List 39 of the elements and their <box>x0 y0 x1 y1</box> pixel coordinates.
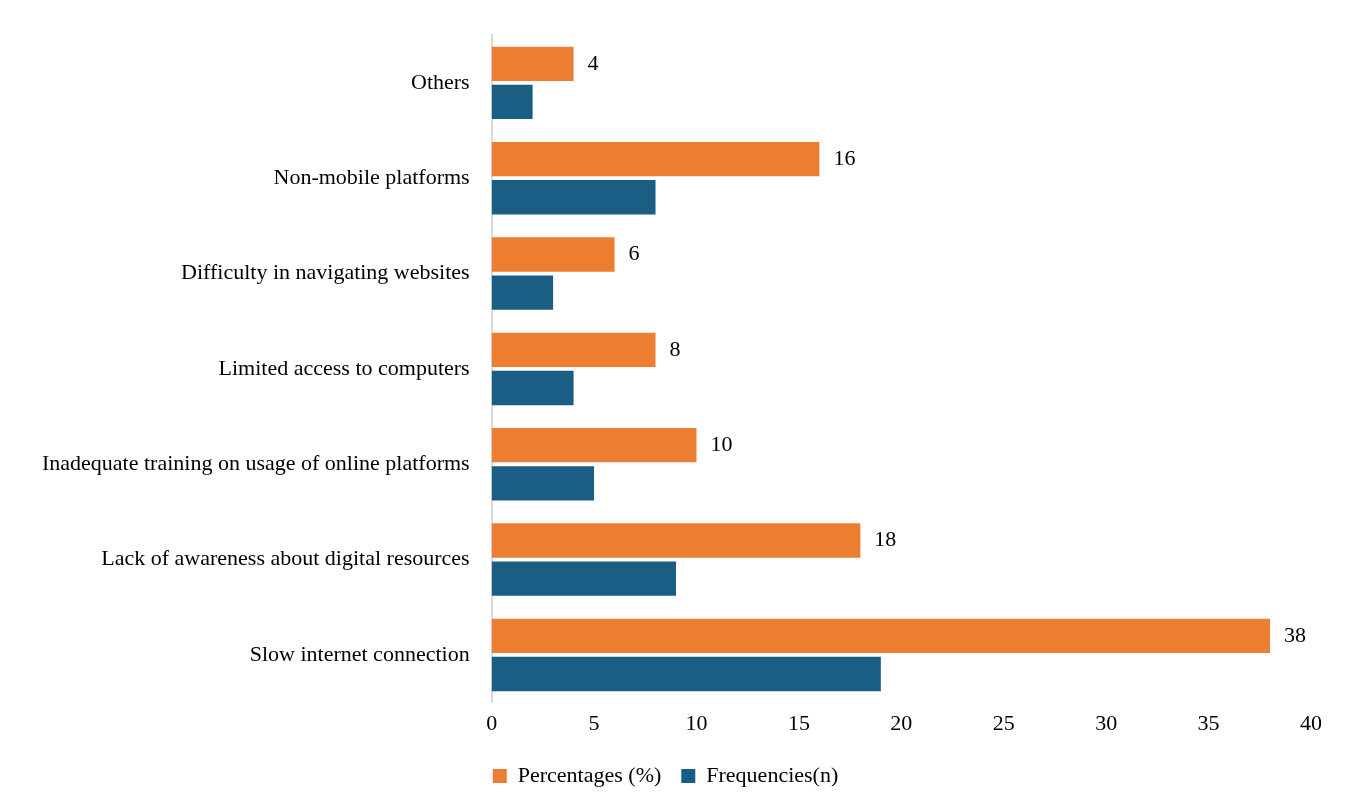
x-tick-label: 20 <box>890 709 913 735</box>
data-label: 8 <box>669 335 681 361</box>
bar <box>491 523 861 558</box>
bar <box>491 561 676 596</box>
bar <box>491 332 656 367</box>
x-tick-label: 40 <box>1300 709 1322 735</box>
y-tick-label: Others <box>410 68 470 94</box>
x-tick-label: 15 <box>787 709 810 735</box>
data-label: 10 <box>710 430 733 456</box>
bar <box>491 180 656 215</box>
bar <box>491 428 697 463</box>
x-tick-label: 10 <box>685 709 708 735</box>
data-label: 38 <box>1284 621 1307 647</box>
y-tick-label: Difficulty in navigating websites <box>181 259 470 285</box>
x-tick-label: 25 <box>992 709 1015 735</box>
legend-label: Percentages (%) <box>517 761 662 787</box>
y-tick-label: Inadequate training on usage of online platforms <box>41 450 470 476</box>
x-tick-label: 35 <box>1197 709 1220 735</box>
data-label: 4 <box>587 49 599 75</box>
bar <box>491 656 881 692</box>
x-tick-label: 0 <box>486 709 498 735</box>
data-label: 16 <box>833 144 856 170</box>
y-tick-label: Slow internet connection <box>249 640 470 666</box>
bar <box>491 141 820 177</box>
bar <box>491 370 574 406</box>
bar <box>491 237 615 272</box>
x-tick-label: 5 <box>588 709 600 735</box>
y-tick-label: Non-mobile platforms <box>273 164 470 189</box>
data-label: 6 <box>628 240 640 266</box>
bar <box>491 46 574 81</box>
legend-label: Frequencies(n) <box>706 761 839 787</box>
bar <box>491 618 1271 654</box>
y-tick-label: Lack of awareness about digital resources <box>101 545 470 571</box>
x-tick-label: 30 <box>1095 709 1118 735</box>
bar <box>491 466 595 501</box>
data-label: 18 <box>874 526 897 552</box>
bar <box>491 84 533 120</box>
y-tick-label: Limited access to computers <box>218 354 470 380</box>
bar <box>491 275 554 310</box>
